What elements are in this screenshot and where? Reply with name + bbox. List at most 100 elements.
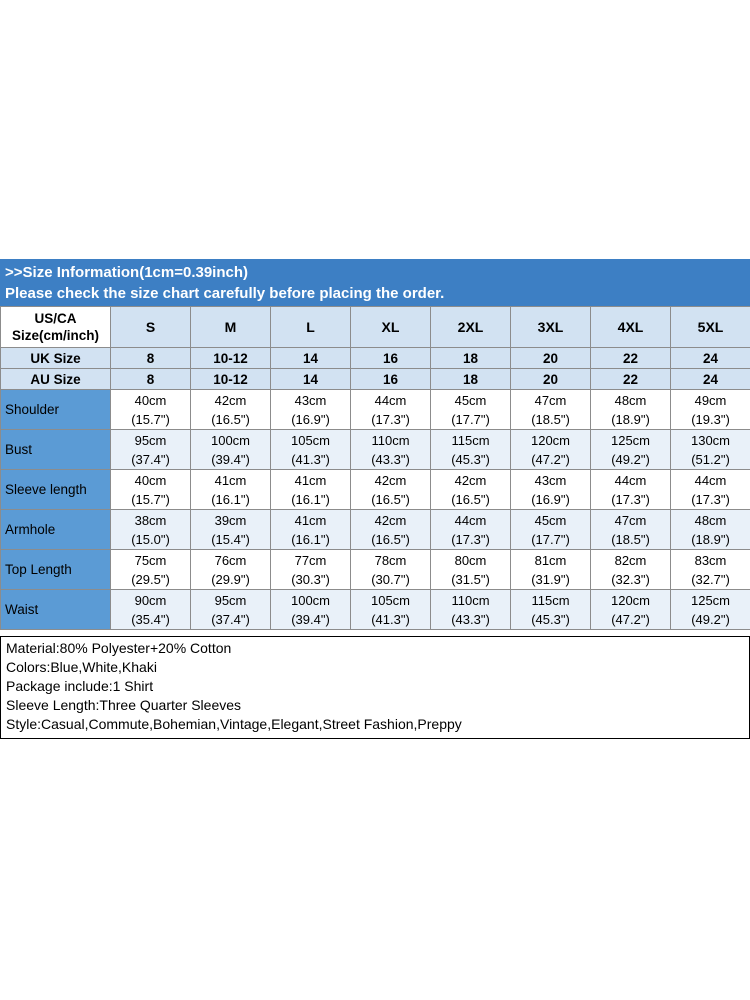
measurement-cell: 78cm (30.7") — [350, 549, 431, 590]
measurement-cell-line: 120cm — [530, 432, 571, 448]
measurement-cell-line: 38cm — [134, 512, 167, 528]
measurement-cell: 115cm (45.3") — [510, 589, 591, 630]
size-value-cell: 24 — [670, 347, 750, 369]
measurement-cell: 42cm (16.5") — [350, 469, 431, 510]
measurement-cell-line: 44cm — [614, 472, 647, 488]
measurement-cell: 40cm (15.7") — [110, 389, 191, 430]
measurement-cell-line: 83cm — [694, 552, 727, 568]
size-table: US/CA Size(cm/inch) S M L XL 2XL 3XL 4XL 5XL UK Si… — [0, 306, 750, 630]
measurement-cell-line: 115cm — [451, 432, 490, 448]
measurement-cell-line: 110cm — [371, 432, 410, 448]
size-value-cell: 14 — [270, 368, 351, 390]
measurement-cell: 44cm (17.3") — [430, 509, 511, 550]
measurement-cell: 38cm (15.0") — [110, 509, 191, 550]
measurement-cell-line: 41cm — [294, 472, 327, 488]
measurement-cell-line: (15.4") — [211, 531, 250, 547]
measurement-cell: 47cm (18.5") — [510, 389, 591, 430]
size-value-cell: 16 — [350, 368, 431, 390]
measurement-cell: 42cm (16.5") — [430, 469, 511, 510]
measurement-cell-line: 44cm — [454, 512, 487, 528]
measurement-cell-line: 77cm — [294, 552, 327, 568]
measurement-cell-line: (32.3") — [611, 571, 650, 587]
measurement-cell: 41cm (16.1") — [270, 469, 351, 510]
measurement-cell: 43cm (16.9") — [270, 389, 351, 430]
measurement-cell: 130cm (51.2") — [670, 429, 750, 470]
measurement-cell-line: (16.1") — [211, 491, 250, 507]
measurement-label: Bust — [0, 429, 111, 470]
measurement-cell-line: (18.5") — [611, 531, 650, 547]
measurement-cell-line: (18.5") — [531, 411, 570, 427]
measurement-cell-line: 125cm — [610, 432, 651, 448]
measurement-cell-line: 44cm — [694, 472, 727, 488]
measurement-cell-line: 105cm — [370, 592, 411, 608]
measurement-cell-line: 130cm — [690, 432, 731, 448]
size-column-header: S — [110, 306, 191, 348]
measurement-cell-line: 42cm — [374, 512, 407, 528]
measurement-cell: 49cm (19.3") — [670, 389, 750, 430]
measurement-cell-line: (17.3") — [371, 411, 410, 427]
size-row-label: UK Size — [0, 347, 111, 369]
corner-cell-line: US/CA — [34, 311, 77, 326]
measurement-cell-line: 44cm — [374, 392, 407, 408]
measurement-cell: 48cm (18.9") — [670, 509, 750, 550]
measurement-cell-line: (49.2") — [691, 611, 730, 627]
measurement-cell: 44cm (17.3") — [350, 389, 431, 430]
measurement-cell-line: (30.3") — [291, 571, 330, 587]
size-column-header: XL — [350, 306, 431, 348]
measurement-cell-line: 125cm — [690, 592, 731, 608]
measurement-label: Sleeve length — [0, 469, 111, 510]
measurement-cell-line: 42cm — [454, 472, 487, 488]
measurement-cell-line: (43.3") — [371, 451, 410, 467]
detail-sleeve-length: Sleeve Length:Three Quarter Sleeves — [6, 697, 242, 713]
measurement-cell-line: 78cm — [374, 552, 407, 568]
measurement-cell-line: 100cm — [210, 432, 251, 448]
measurement-cell: 45cm (17.7") — [510, 509, 591, 550]
measurement-cell-line: 43cm — [294, 392, 327, 408]
measurement-cell: 76cm (29.9") — [190, 549, 271, 590]
banner-title: >>Size Information(1cm=0.39inch) — [5, 264, 248, 281]
measurement-cell-line: 45cm — [534, 512, 567, 528]
measurement-cell-line: (47.2") — [611, 611, 650, 627]
measurement-cell: 44cm (17.3") — [590, 469, 671, 510]
table-row-measurement: Shoulder 40cm (15.7") 42cm (16.5") 43cm (16.9"… — [0, 389, 750, 430]
measurement-cell: 100cm (39.4") — [190, 429, 271, 470]
measurement-cell-line: 115cm — [531, 592, 570, 608]
size-value-cell: 16 — [350, 347, 431, 369]
size-column-header: M — [190, 306, 271, 348]
measurement-cell-line: (17.7") — [531, 531, 570, 547]
measurement-cell-line: (17.3") — [451, 531, 490, 547]
size-column-header: 3XL — [510, 306, 591, 348]
table-row-measurement: Bust 95cm (37.4") 100cm (39.4") 105cm (41.3") 1… — [0, 429, 750, 470]
size-column-header: 2XL — [430, 306, 511, 348]
measurement-cell-line: 100cm — [290, 592, 331, 608]
measurement-cell-line: (18.9") — [611, 411, 650, 427]
measurement-cell: 39cm (15.4") — [190, 509, 271, 550]
size-value-cell: 14 — [270, 347, 351, 369]
measurement-cell: 125cm (49.2") — [670, 589, 750, 630]
measurement-cell: 42cm (16.5") — [350, 509, 431, 550]
measurement-cell-line: 81cm — [534, 552, 567, 568]
size-value-cell: 20 — [510, 347, 591, 369]
measurement-cell: 105cm (41.3") — [350, 589, 431, 630]
banner-subtitle: Please check the size chart carefully be… — [5, 285, 445, 302]
measurement-cell-line: 110cm — [451, 592, 490, 608]
measurement-cell-line: (16.1") — [291, 491, 330, 507]
measurement-cell-line: (37.4") — [211, 611, 250, 627]
measurement-cell: 47cm (18.5") — [590, 509, 671, 550]
measurement-cell: 81cm (31.9") — [510, 549, 591, 590]
measurement-cell-line: 39cm — [214, 512, 247, 528]
measurement-cell: 80cm (31.5") — [430, 549, 511, 590]
measurement-cell-line: (16.5") — [451, 491, 490, 507]
measurement-cell-line: 75cm — [134, 552, 167, 568]
table-row-sizes: AU Size 8 10-12 14 16 18 20 22 24 — [0, 368, 750, 390]
measurement-cell-line: (30.7") — [371, 571, 410, 587]
table-row-header: US/CA Size(cm/inch) S M L XL 2XL 3XL 4XL 5XL — [0, 306, 750, 348]
measurement-cell-line: 47cm — [534, 392, 567, 408]
measurement-label: Top Length — [0, 549, 111, 590]
measurement-cell-line: (45.3") — [451, 451, 490, 467]
measurement-cell: 83cm (32.7") — [670, 549, 750, 590]
measurement-cell-line: 76cm — [214, 552, 247, 568]
measurement-cell-line: 42cm — [214, 392, 247, 408]
measurement-cell: 48cm (18.9") — [590, 389, 671, 430]
measurement-cell-line: (29.5") — [131, 571, 170, 587]
